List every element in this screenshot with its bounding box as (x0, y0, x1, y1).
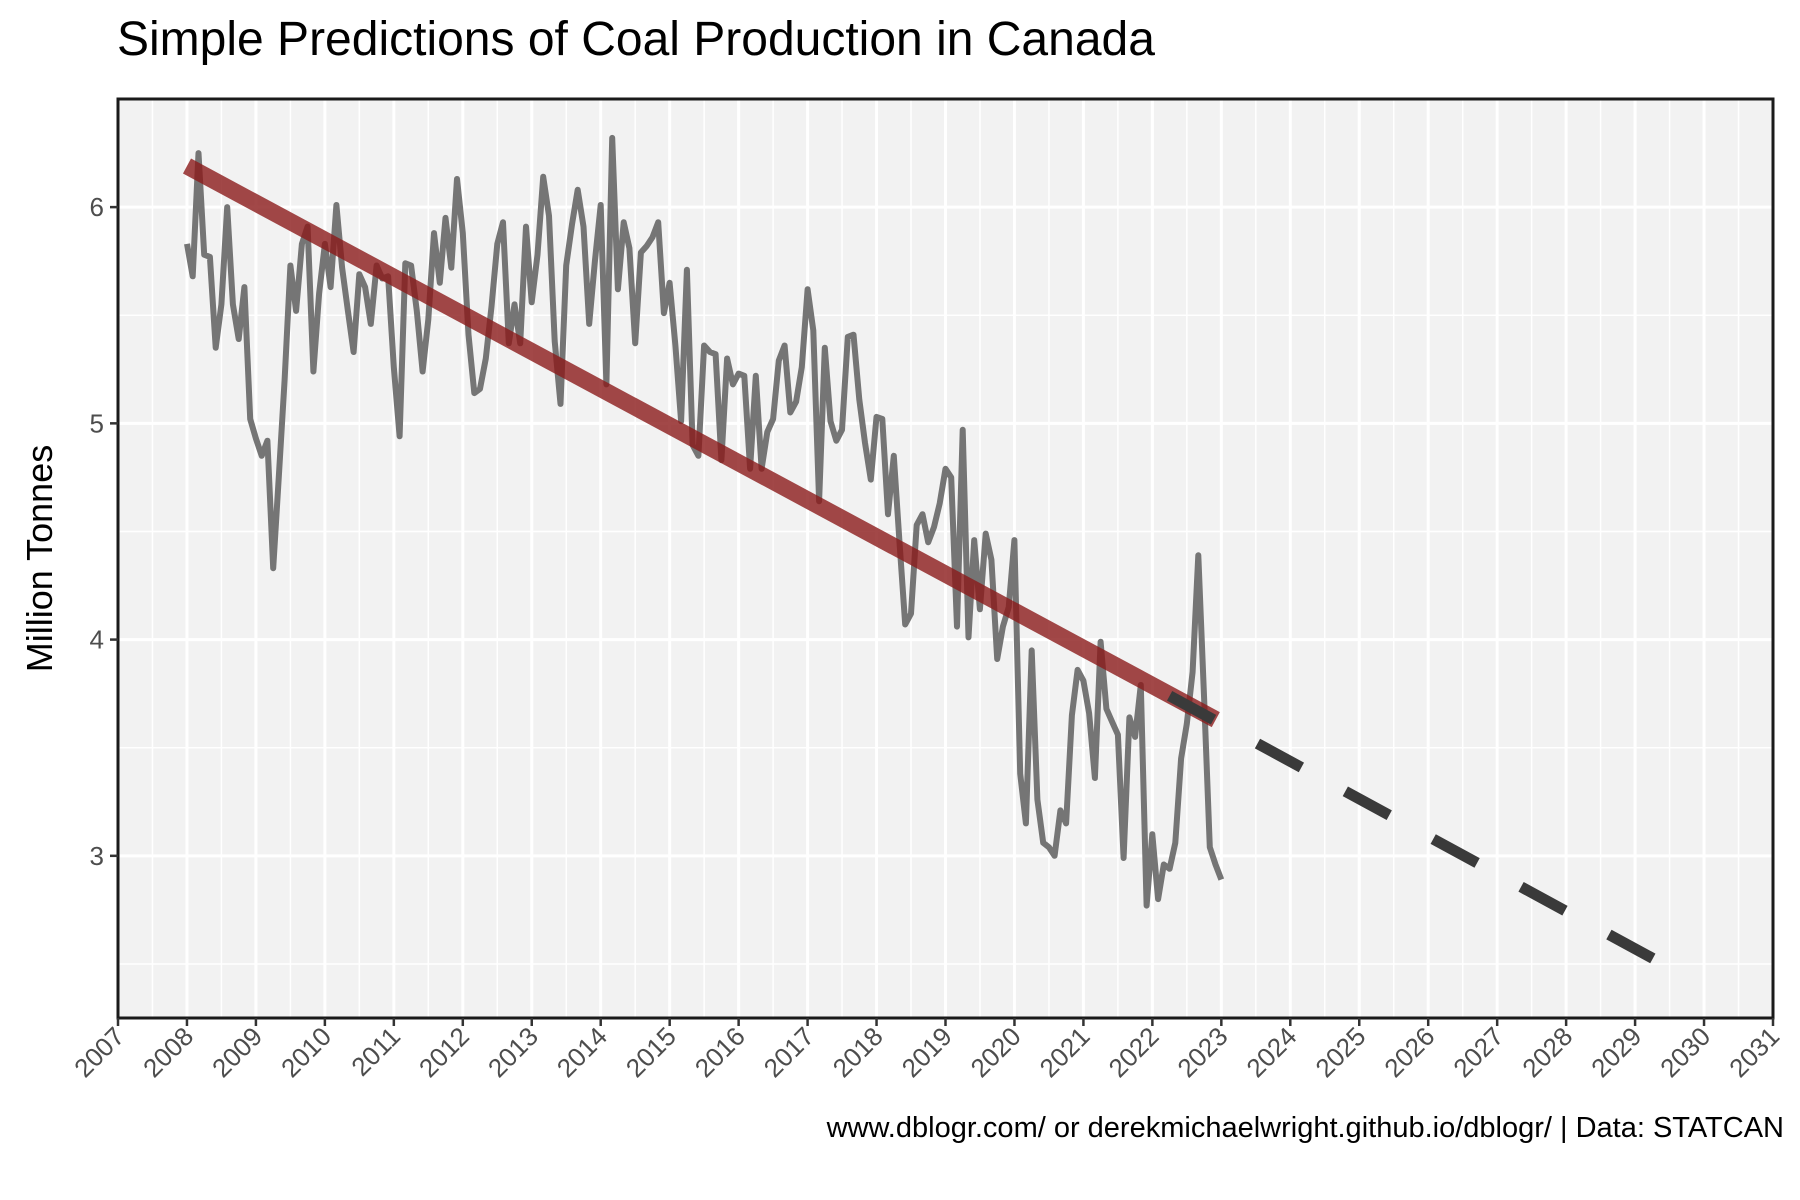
x-tick-label: 2017 (758, 1021, 820, 1083)
x-tick-label: 2024 (1240, 1021, 1302, 1083)
y-tick-label: 5 (90, 408, 104, 438)
x-tick-label: 2016 (689, 1021, 751, 1083)
x-tick-label: 2007 (68, 1021, 130, 1083)
x-tick-label: 2009 (206, 1021, 268, 1083)
x-tick-label: 2026 (1378, 1021, 1440, 1083)
y-axis-title: Million Tonnes (19, 445, 60, 672)
x-tick-label: 2011 (345, 1021, 406, 1082)
chart-title: Simple Predictions of Coal Production in… (117, 13, 1155, 66)
x-tick-label: 2021 (1034, 1021, 1096, 1083)
x-tick-label: 2022 (1103, 1021, 1165, 1083)
x-tick-label: 2008 (137, 1021, 199, 1083)
x-tick-label: 2029 (1585, 1021, 1647, 1083)
x-tick-label: 2030 (1654, 1021, 1716, 1083)
y-tick-label: 6 (90, 192, 104, 222)
x-tick-label: 2015 (620, 1021, 682, 1083)
x-tick-label: 2028 (1516, 1021, 1578, 1083)
x-tick-label: 2020 (965, 1021, 1027, 1083)
x-tick-label: 2019 (896, 1021, 958, 1083)
x-tick-label: 2025 (1309, 1021, 1371, 1083)
x-tick-label: 2013 (482, 1021, 544, 1083)
x-tick-label: 2031 (1723, 1021, 1785, 1083)
series-line-trend (182, 158, 1220, 728)
x-tick-label: 2018 (827, 1021, 889, 1083)
y-tick-label: 4 (90, 625, 104, 655)
series-line-observed (184, 134, 1225, 909)
chart-caption: www.dblogr.com/ or derekmichaelwright.gi… (826, 1112, 1784, 1144)
series-layer (182, 134, 1690, 982)
x-tick-label: 2012 (413, 1021, 475, 1083)
y-tick-label: 3 (90, 841, 104, 871)
x-tick-label: 2023 (1171, 1021, 1233, 1083)
x-tick-label: 2014 (551, 1021, 613, 1083)
x-tick-label: 2010 (275, 1021, 337, 1083)
x-tick-label: 2027 (1447, 1021, 1509, 1083)
